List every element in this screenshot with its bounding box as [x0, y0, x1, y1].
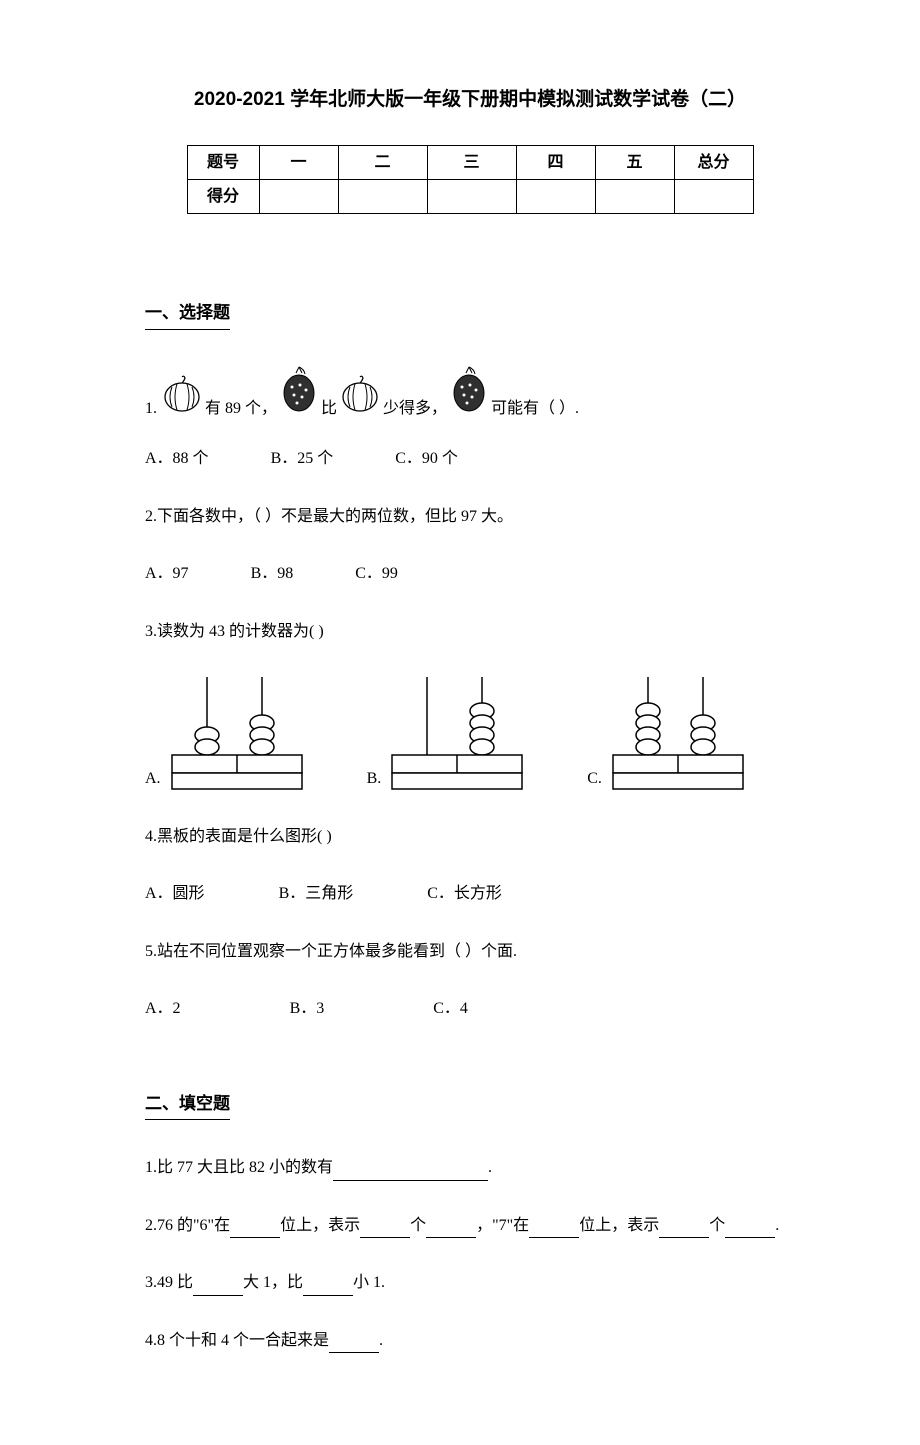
option-b: B．25 个 [271, 446, 334, 472]
option-a: A. [145, 677, 307, 792]
blank [193, 1278, 243, 1296]
option-a: A．圆形 [145, 881, 205, 907]
q1-text-2: 比 [321, 396, 337, 422]
header-cell: 一 [259, 146, 338, 180]
text: 个 [410, 1217, 426, 1234]
header-cell: 三 [427, 146, 516, 180]
fill-2: 2.76 的"6"在 位上，表示 个 ，"7"在 位上，表示 个. [145, 1213, 795, 1239]
score-cell [595, 180, 674, 214]
option-label: A. [145, 766, 161, 792]
passion-fruit-icon [280, 365, 318, 422]
question-2: 2.下面各数中，（ ）不是最大的两位数，但比 97 大。 [145, 504, 795, 530]
table-row: 得分 [187, 180, 753, 214]
abacus-icon [387, 677, 527, 792]
score-table: 题号 一 二 三 四 五 总分 得分 [187, 145, 754, 214]
fill-4: 4.8 个十和 4 个一合起来是. [145, 1328, 795, 1354]
text: 1.比 77 大且比 82 小的数有 [145, 1159, 333, 1176]
abacus-icon [608, 677, 748, 792]
option-label: B. [367, 766, 382, 792]
pumpkin-icon [162, 373, 202, 422]
fill-1: 1.比 77 大且比 82 小的数有. [145, 1155, 795, 1181]
option-label: C. [587, 766, 602, 792]
question-5: 5.站在不同位置观察一个正方体最多能看到（ ）个面. [145, 939, 795, 965]
blank [426, 1220, 476, 1238]
option-c: C．90 个 [395, 446, 458, 472]
header-cell: 题号 [187, 146, 259, 180]
option-c: C．4 [433, 996, 468, 1022]
text: ，"7"在 [476, 1217, 529, 1234]
option-c: C．长方形 [427, 881, 502, 907]
text: 4.8 个十和 4 个一合起来是 [145, 1332, 329, 1349]
score-cell [338, 180, 427, 214]
text: . [488, 1159, 492, 1176]
blank [529, 1220, 579, 1238]
blank [659, 1220, 709, 1238]
header-cell: 五 [595, 146, 674, 180]
blank [303, 1278, 353, 1296]
row-label: 得分 [187, 180, 259, 214]
text: 小 1. [353, 1274, 385, 1291]
fill-3: 3.49 比 大 1，比 小 1. [145, 1270, 795, 1296]
table-row: 题号 一 二 三 四 五 总分 [187, 146, 753, 180]
option-a: A．88 个 [145, 446, 209, 472]
option-c: C．99 [355, 561, 398, 587]
q1-text-3: 少得多， [383, 396, 447, 422]
option-b: B．三角形 [279, 881, 354, 907]
text: . [775, 1217, 779, 1234]
blank [360, 1220, 410, 1238]
text: 大 1，比 [243, 1274, 303, 1291]
blank [333, 1163, 488, 1181]
score-cell [516, 180, 595, 214]
passion-fruit-icon [450, 365, 488, 422]
pumpkin-icon [340, 373, 380, 422]
question-1: 1. 有 89 个， 比 少得多， 可能有（ ）. [145, 365, 795, 422]
text: . [379, 1332, 383, 1349]
section-heading-1: 一、选择题 [145, 299, 230, 329]
header-cell: 二 [338, 146, 427, 180]
q5-options: A．2 B．3 C．4 [145, 996, 795, 1022]
text: 位上，表示 [579, 1217, 659, 1234]
text: 3.49 比 [145, 1274, 193, 1291]
option-b: B．3 [290, 996, 325, 1022]
question-4: 4.黑板的表面是什么图形( ) [145, 824, 795, 850]
blank [329, 1335, 379, 1353]
q1-options: A．88 个 B．25 个 C．90 个 [145, 446, 795, 472]
q2-options: A．97 B．98 C．99 [145, 561, 795, 587]
option-c: C. [587, 677, 748, 792]
option-b: B. [367, 677, 528, 792]
score-cell [674, 180, 753, 214]
text: 2.76 的"6"在 [145, 1217, 230, 1234]
q1-num: 1. [145, 396, 157, 422]
question-3: 3.读数为 43 的计数器为( ) [145, 619, 795, 645]
score-cell [427, 180, 516, 214]
q1-text-1: 有 89 个， [205, 396, 277, 422]
q3-options: A. B. C. [145, 677, 795, 792]
score-cell [259, 180, 338, 214]
abacus-icon [167, 677, 307, 792]
option-a: A．2 [145, 996, 181, 1022]
q4-options: A．圆形 B．三角形 C．长方形 [145, 881, 795, 907]
q1-text-4: 可能有（ ）. [491, 396, 579, 422]
section-heading-2: 二、填空题 [145, 1090, 230, 1120]
text: 位上，表示 [280, 1217, 360, 1234]
page-title: 2020-2021 学年北师大版一年级下册期中模拟测试数学试卷（二） [145, 85, 795, 115]
text: 个 [709, 1217, 725, 1234]
blank [725, 1220, 775, 1238]
option-b: B．98 [251, 561, 294, 587]
header-cell: 四 [516, 146, 595, 180]
header-cell: 总分 [674, 146, 753, 180]
option-a: A．97 [145, 561, 189, 587]
blank [230, 1220, 280, 1238]
